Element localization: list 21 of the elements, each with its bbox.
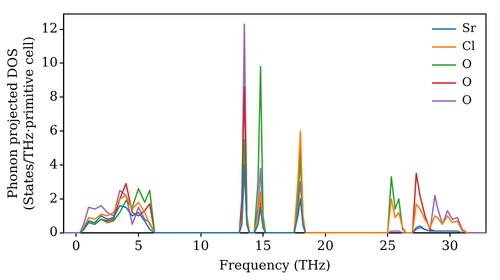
- x-axis-title: Frequency (THz): [219, 258, 331, 274]
- x-tick-label: 30: [442, 238, 458, 254]
- x-tick-label: 20: [317, 238, 334, 254]
- legend-label: Cl: [462, 39, 476, 54]
- y-axis-title: Phonon projected DOS (States/THz·primitive cell): [6, 36, 37, 210]
- y-tick-label: 0: [49, 225, 58, 240]
- y-tick-label: 4: [49, 157, 58, 172]
- legend-label: O: [462, 93, 472, 108]
- x-tick-label: 10: [192, 238, 210, 254]
- y-tick-label: 2: [49, 191, 58, 206]
- y-tick-label: 12: [41, 22, 58, 37]
- legend-label: Sr: [462, 21, 476, 36]
- y-tick-label: 6: [49, 123, 58, 138]
- x-tick-label: 5: [134, 238, 143, 254]
- x-tick-label: 15: [254, 238, 272, 254]
- legend-label: O: [462, 57, 472, 72]
- legend-label: O: [462, 75, 472, 90]
- x-tick-label: 0: [72, 238, 80, 254]
- x-tick-label: 25: [379, 238, 396, 254]
- y-tick-label: 10: [41, 56, 58, 71]
- y-tick-label: 8: [49, 89, 58, 104]
